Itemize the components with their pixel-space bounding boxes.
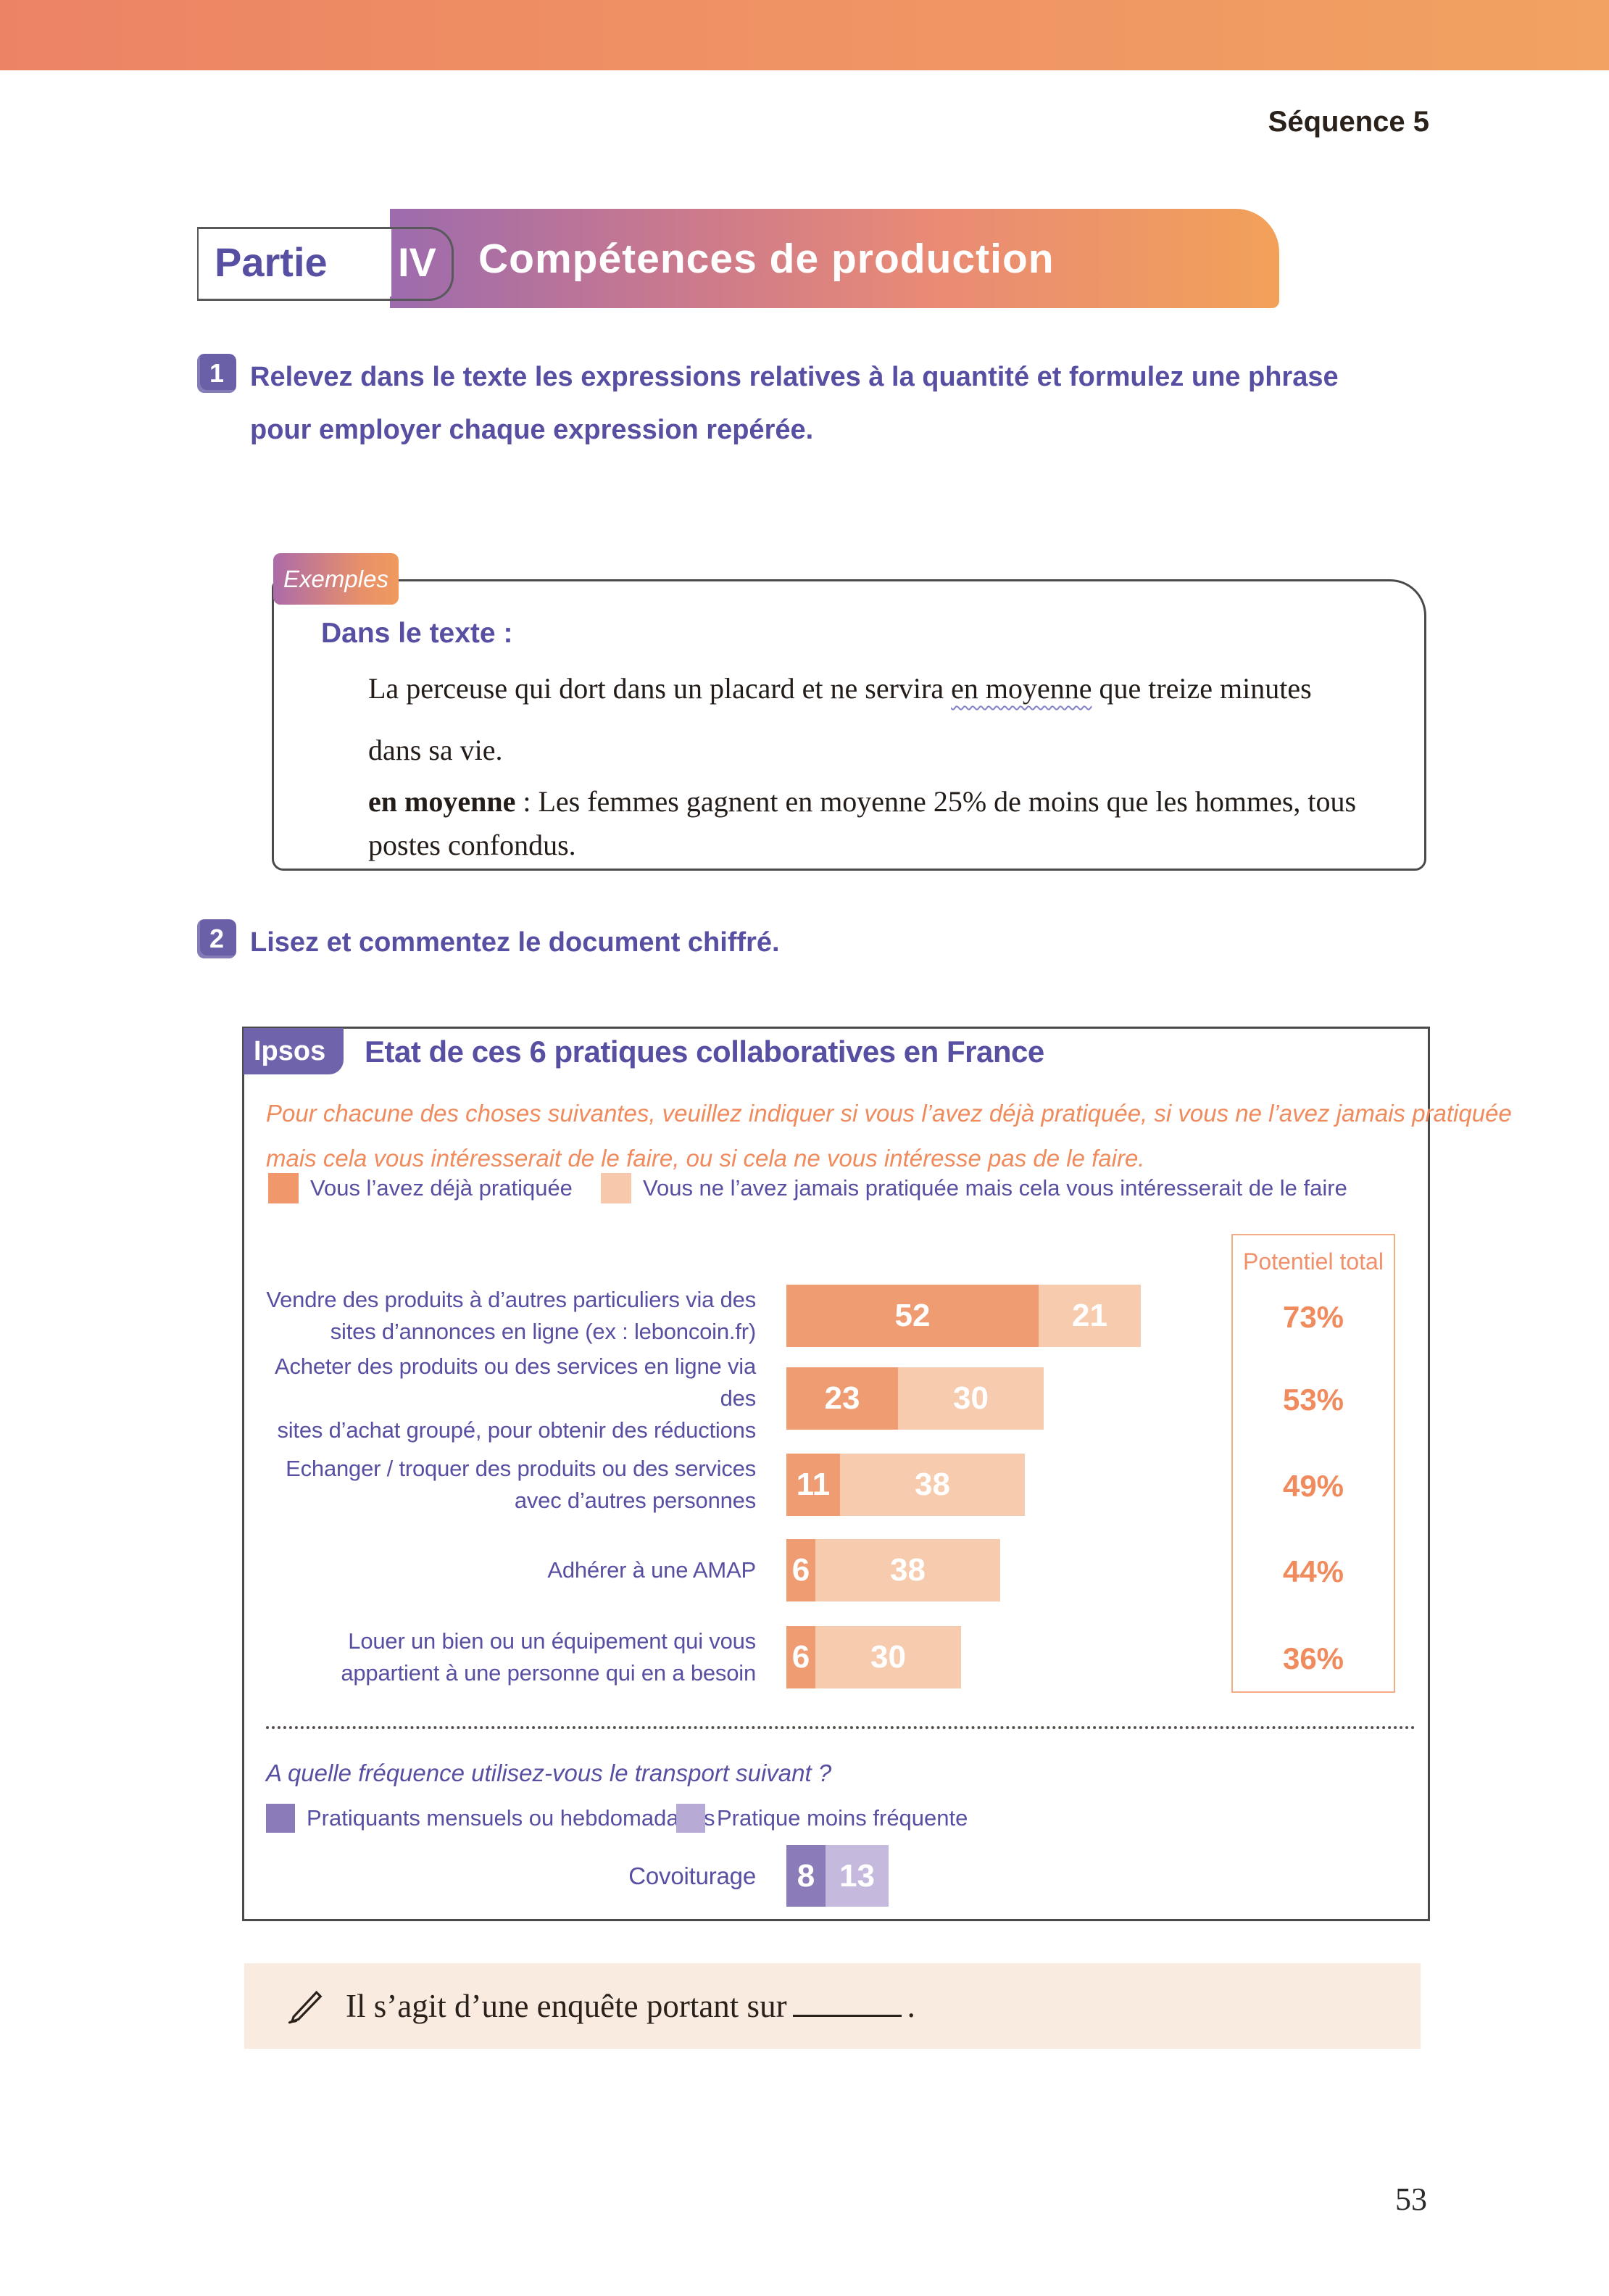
answer-blank-line (792, 1990, 902, 2017)
transport-question: A quelle fréquence utilisez-vous le tran… (266, 1760, 832, 1786)
legend-practiced-swatch (268, 1173, 299, 1203)
ipsos-logo-tab: Ipsos (244, 1028, 344, 1074)
potentiel-value-5: 36% (1282, 1641, 1344, 1675)
potentiel-value-3: 49% (1282, 1469, 1344, 1503)
legend-monthly: Pratiquants mensuels ou hebdomadaires (266, 1803, 715, 1833)
covoiturage-bar-monthly: 8 (786, 1845, 826, 1907)
exercise2-badge: 2 (197, 919, 236, 958)
practice-row-label: Louer un bien ou un équipement qui vous a… (341, 1628, 756, 1686)
bar-interested: 30 (898, 1367, 1044, 1430)
bar-interested: 38 (815, 1539, 1000, 1601)
potentiel-value-1: 73% (1282, 1300, 1344, 1334)
legend-practiced: Vous l’avez déjà pratiquée (268, 1173, 573, 1203)
bar-interested: 21 (1039, 1285, 1141, 1347)
bar-practiced: 52 (786, 1285, 1039, 1347)
example-sentence-1-line-1: La perceuse qui dort dans un placard et … (368, 672, 1312, 705)
practice-row-label: Adhérer à une AMAP (547, 1557, 756, 1583)
practice-row-5: Louer un bien ou un équipement qui vous a… (244, 1626, 1397, 1688)
bar-practiced: 6 (786, 1626, 815, 1688)
practice-row-label: Acheter des produits ou des services en … (275, 1354, 756, 1443)
part-title: Compétences de production (478, 235, 1055, 282)
examples-tab: Exemples (273, 553, 399, 605)
potentiel-total-box: Potentiel total 73% 53% 49% 44% 36% (1231, 1234, 1395, 1693)
legend-interested-label: Vous ne l’avez jamais pratiquée mais cel… (643, 1175, 1347, 1201)
bar-interested: 38 (840, 1454, 1025, 1516)
legend-less-frequent-swatch (676, 1804, 705, 1833)
part-label-outline (197, 227, 454, 301)
sequence-header: Séquence 5 (1268, 106, 1429, 138)
potentiel-total-title: Potentiel total (1243, 1248, 1384, 1275)
examples-heading: Dans le texte : (321, 618, 513, 649)
exercise1-text: Relevez dans le texte les expressions re… (250, 362, 1339, 445)
bar-practiced: 6 (786, 1539, 815, 1601)
legend-monthly-swatch (266, 1804, 295, 1833)
answer-text-after: . (907, 1988, 915, 2024)
answer-sentence: Il s’agit d’une enquête portant sur. (346, 1987, 915, 2025)
practice-row-2: Acheter des produits ou des services en … (244, 1354, 1397, 1443)
example-sentence-2-line-1: en moyenne : Les femmes gagnent en moyen… (368, 785, 1357, 818)
practice-row-3: Echanger / troquer des produits ou des s… (244, 1454, 1397, 1516)
example-sentence-1-line-2: dans sa vie. (368, 734, 503, 766)
chart-title: Etat de ces 6 pratiques collaboratives e… (365, 1035, 1044, 1069)
legend-interested: Vous ne l’avez jamais pratiquée mais cel… (601, 1173, 1347, 1203)
ipsos-chart-box: Ipsos Etat de ces 6 pratiques collaborat… (242, 1027, 1512, 1921)
answer-box: Il s’agit d’une enquête portant sur. (244, 1963, 1421, 2049)
top-orange-bar (0, 0, 1609, 70)
practice-row-label: Echanger / troquer des produits ou des s… (286, 1456, 756, 1513)
legend-interested-swatch (601, 1173, 631, 1203)
page-number: 53 (1395, 2181, 1427, 2217)
dotted-divider (266, 1726, 1415, 1729)
pen-icon (286, 1985, 325, 2028)
covoiturage-label: Covoiturage (628, 1862, 756, 1889)
part-label-background (197, 227, 391, 297)
legend-less-frequent-label: Pratique moins fréquente (717, 1805, 968, 1831)
answer-text-before: Il s’agit d’une enquête portant sur (346, 1988, 787, 2024)
legend-less-frequent: Pratique moins fréquente (676, 1803, 968, 1833)
exercise2-text: Lisez et commentez le document chiffré. (250, 927, 780, 958)
bar-practiced: 23 (786, 1367, 898, 1430)
practice-row-label: Vendre des produits à d’autres particuli… (266, 1287, 756, 1344)
part-label: Partie (215, 239, 328, 285)
potentiel-value-4: 44% (1282, 1554, 1344, 1588)
covoiturage-row: Covoiturage 8 13 (244, 1845, 1397, 1907)
bar-interested: 30 (815, 1626, 961, 1688)
exercise1-badge: 1 (197, 354, 236, 393)
potentiel-value-2: 53% (1282, 1383, 1344, 1417)
covoiturage-bar-less-frequent: 13 (826, 1845, 889, 1907)
part-banner (390, 209, 1279, 308)
example-sentence-2-line-2: postes confondus. (368, 829, 576, 861)
chart-question-text: Pour chacune des choses suivantes, veuil… (266, 1100, 1512, 1172)
legend-practiced-label: Vous l’avez déjà pratiquée (310, 1175, 573, 1201)
part-number: IV (398, 239, 436, 285)
practice-row-1: Vendre des produits à d’autres particuli… (244, 1285, 1397, 1347)
examples-box: Dans le texte : La perceuse qui dort dan… (272, 579, 1426, 871)
practice-row-4: Adhérer à une AMAP 6 38 (244, 1539, 1397, 1601)
bar-practiced: 11 (786, 1454, 840, 1516)
legend-monthly-label: Pratiquants mensuels ou hebdomadaires (307, 1805, 715, 1831)
